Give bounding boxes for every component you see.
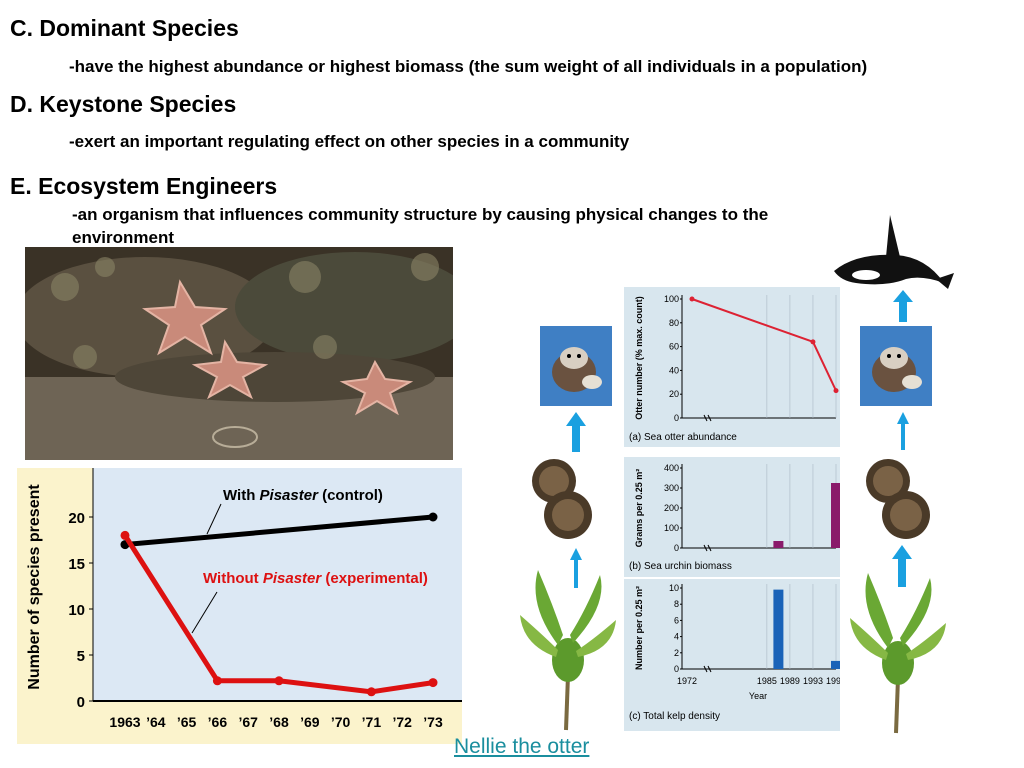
kelp-chart-ytick: 10 (669, 583, 679, 593)
up-arrow-icon (570, 548, 582, 588)
kelp-chart-xlabel: Year (749, 691, 767, 701)
urchin-bar (773, 541, 784, 548)
heading-dominant-species: C. Dominant Species (10, 15, 239, 41)
urchin-bar (831, 483, 840, 548)
kelp-chart-ytick: 4 (674, 632, 679, 642)
species-series-point (212, 676, 222, 686)
species-chart-xtick: 1963 (109, 714, 140, 730)
sea-otter-icon (540, 326, 612, 406)
species-chart-xtick: ’65 (177, 714, 197, 730)
species-chart-ytick: 20 (68, 510, 85, 527)
orca-icon (834, 215, 954, 289)
kelp-bar (773, 589, 784, 669)
kelp-chart-caption: (c) Total kelp density (629, 711, 720, 722)
kelp-icon (520, 570, 616, 731)
urchin-chart-ytick: 400 (664, 463, 679, 473)
kelp-chart-xtick: 1997 (826, 676, 840, 686)
heading-ecosystem-engineers: E. Ecosystem Engineers (10, 173, 278, 199)
otter-series-point (810, 339, 816, 345)
urchin-chart-caption: (b) Sea urchin biomass (629, 561, 732, 572)
kelp-bar (831, 660, 840, 669)
urchin-chart-ytick: 0 (674, 543, 679, 553)
species-series-point (274, 676, 284, 686)
sea-otter-icon (860, 326, 932, 406)
kelp-chart-ylabel: Number per 0.25 m² (634, 586, 644, 670)
species-chart-xtick: ’69 (300, 714, 320, 730)
species-chart-xtick: ’64 (146, 714, 166, 730)
otter-series-point (689, 296, 695, 302)
species-chart-ytick: 10 (68, 602, 85, 619)
up-arrow-icon (892, 545, 912, 587)
species-chart-xtick: ’66 (208, 714, 228, 730)
kelp-chart-xtick: 1993 (803, 676, 823, 686)
species-series-point (366, 687, 376, 697)
species-chart-xtick: ’67 (238, 714, 258, 730)
species-chart-ylabel: Number of species present (26, 484, 43, 690)
species-series-leader (191, 591, 218, 634)
kelp-chart-ytick: 2 (674, 648, 679, 658)
kelp-chart-ytick: 0 (674, 664, 679, 674)
ecosystem-engineers-definition: -an organism that influences community s… (72, 205, 769, 247)
up-arrow-icon (566, 412, 586, 452)
kelp-chart-ytick: 6 (674, 615, 679, 625)
urchin-chart-ytick: 300 (664, 483, 679, 493)
urchin-chart-ytick: 200 (664, 503, 679, 513)
otter-chart-ytick: 100 (664, 294, 679, 304)
pisaster-species-chart: Number of species present 0 5 10 15 20 1963 ’… (17, 468, 462, 744)
kelp-icon (850, 573, 946, 734)
species-chart-xtick: ’70 (331, 714, 351, 730)
otter-chart-ytick: 80 (669, 318, 679, 328)
kelp-chart-xtick: 1985 (757, 676, 777, 686)
sea-urchin-icon (866, 459, 930, 539)
species-series-point (428, 678, 438, 688)
species-series-label: With Pisaster (control) (223, 487, 383, 504)
species-chart-ytick: 0 (77, 694, 85, 711)
otter-chart-ytick: 40 (669, 365, 679, 375)
up-arrow-icon (893, 290, 913, 322)
otter-chart-caption: (a) Sea otter abundance (629, 432, 737, 443)
species-chart-ytick: 15 (68, 556, 85, 573)
species-series-point (428, 512, 438, 522)
species-chart-xtick: ’73 (423, 714, 443, 730)
species-chart-ytick: 5 (77, 648, 85, 665)
up-arrow-icon (897, 412, 909, 450)
heading-keystone-species: D. Keystone Species (10, 91, 237, 117)
nellie-the-otter-link[interactable]: Nellie the otter (454, 735, 590, 758)
kelp-chart-xtick: 1989 (780, 676, 800, 686)
urchin-chart-axis-break (703, 544, 712, 552)
otter-chart-ylabel: Otter number (% max. count) (634, 296, 644, 420)
species-chart-xtick: ’68 (269, 714, 289, 730)
sea-urchin-icon (532, 459, 592, 539)
species-series-line (124, 514, 434, 548)
keystone-species-definition: -exert an important regulating effect on… (69, 132, 630, 151)
otter-series-point (833, 388, 839, 394)
species-chart-xtick: ’72 (392, 714, 412, 730)
species-series-leader (206, 503, 222, 535)
urchin-chart-ylabel: Grams per 0.25 m² (634, 469, 644, 548)
otter-chart-axis-break (703, 414, 712, 422)
otter-chart-ytick: 60 (669, 342, 679, 352)
otter-chart-ytick: 0 (674, 413, 679, 423)
kelp-chart-ytick: 8 (674, 599, 679, 609)
kelp-chart-axis-break (703, 665, 712, 673)
species-series-label: Without Pisaster (experimental) (203, 570, 428, 587)
dominant-species-definition: -have the highest abundance or highest b… (69, 57, 868, 76)
otter-chart-ytick: 20 (669, 389, 679, 399)
species-series-point (120, 530, 130, 540)
species-chart-xtick: ’71 (362, 714, 382, 730)
urchin-chart-ytick: 100 (664, 523, 679, 533)
sea-star-photo (25, 247, 453, 460)
kelp-chart-xtick: 1972 (677, 676, 697, 686)
